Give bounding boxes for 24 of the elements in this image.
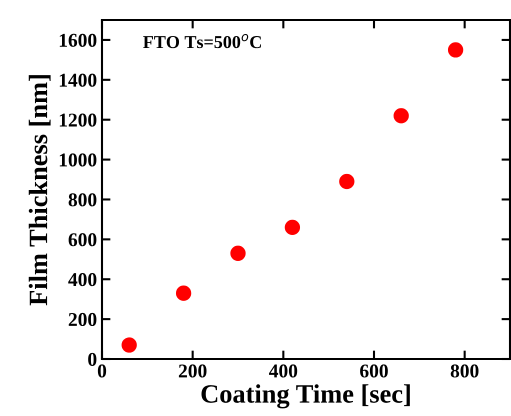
y-tick-label: 1400 [60, 74, 96, 87]
x-tick-label: 400 [269, 364, 298, 378]
y-tick-label: 1600 [60, 34, 96, 47]
y-tick-label: 400 [68, 273, 96, 286]
point [122, 337, 137, 353]
y-tick-label: 800 [68, 193, 96, 206]
y-tick-label: 1000 [60, 153, 96, 167]
point [176, 286, 192, 301]
point [339, 174, 354, 190]
x-tick-label: 600 [360, 364, 388, 378]
y-axis-title: Film Thickness [nm] [28, 75, 51, 306]
y-tick-label: 600 [68, 233, 96, 246]
x-tick-label: 0 [98, 364, 106, 378]
point [284, 220, 300, 236]
point [230, 246, 246, 261]
y-tick-label: 0 [88, 352, 96, 366]
point [448, 42, 464, 58]
point [394, 108, 409, 124]
x-tick-label: 200 [178, 364, 207, 378]
y-tick-label: 1200 [60, 114, 96, 127]
x-tick-label: 800 [450, 364, 479, 378]
x-axis-title: Coating Time [sec] [201, 384, 410, 408]
annotation: FTO Ts=500$^{o}$C [143, 34, 261, 48]
y-tick-label: 200 [68, 312, 96, 326]
